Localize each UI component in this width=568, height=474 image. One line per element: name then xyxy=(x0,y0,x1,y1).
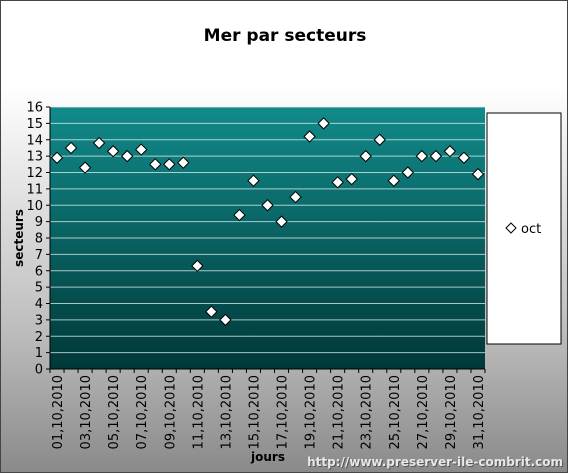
y-tick-label: 6 xyxy=(35,264,43,279)
data-point xyxy=(289,190,302,204)
y-tick-label: 16 xyxy=(26,101,43,116)
x-tick-label: 23,10,2010 xyxy=(360,375,375,449)
data-point xyxy=(443,145,457,158)
x-axis-label: jours xyxy=(250,450,285,464)
data-point xyxy=(219,313,232,327)
x-tick-label: 25,10,2010 xyxy=(388,375,403,449)
data-point xyxy=(457,151,471,164)
y-tick-label: 1 xyxy=(35,346,43,361)
data-points xyxy=(50,117,485,327)
data-point xyxy=(120,149,134,163)
data-point xyxy=(247,174,260,187)
data-point xyxy=(275,215,288,228)
legend-label: oct xyxy=(521,222,541,237)
y-tick-label: 13 xyxy=(26,150,43,165)
data-point xyxy=(78,161,92,174)
data-point xyxy=(345,172,358,186)
y-tick-label: 10 xyxy=(26,199,43,214)
y-tick-label: 11 xyxy=(26,182,43,197)
data-point xyxy=(233,208,246,222)
y-tick-label: 2 xyxy=(35,330,43,345)
data-point xyxy=(135,143,148,156)
data-point xyxy=(177,156,190,169)
footer-url: http://www.preserver-ile-combrit.com xyxy=(307,455,563,469)
x-tick-label: 31,10,2010 xyxy=(472,375,487,449)
x-tick-label: 11,10,2010 xyxy=(191,375,206,449)
data-point xyxy=(359,149,372,163)
data-point xyxy=(163,158,176,171)
chart-title: Mer par secteurs xyxy=(204,26,367,46)
y-tick-label: 0 xyxy=(35,363,43,378)
y-tick-label: 8 xyxy=(35,232,43,247)
legend-marker-icon xyxy=(505,222,517,234)
x-tick-label: 01,10,2010 xyxy=(51,375,66,449)
x-tick-label: 13,10,2010 xyxy=(219,375,234,449)
x-tick-label: 15,10,2010 xyxy=(247,375,262,449)
x-tick-label: 27,10,2010 xyxy=(416,375,431,449)
y-axis-label: secteurs xyxy=(12,209,26,267)
x-tick-label: 05,10,2010 xyxy=(107,375,122,449)
data-point xyxy=(429,149,443,163)
data-point xyxy=(205,305,218,318)
legend-box xyxy=(486,112,562,345)
data-point xyxy=(106,145,120,158)
data-point xyxy=(415,149,429,163)
x-tick-label: 29,10,2010 xyxy=(444,375,459,449)
data-point xyxy=(261,199,274,212)
x-tick-label: 17,10,2010 xyxy=(276,375,291,449)
data-point xyxy=(317,117,330,130)
data-point xyxy=(471,167,485,181)
legend: oct xyxy=(486,112,562,345)
y-tick-label: 5 xyxy=(35,281,43,296)
data-point xyxy=(149,158,162,171)
x-tick-label: 07,10,2010 xyxy=(135,375,150,449)
y-tick-label: 3 xyxy=(35,313,43,328)
x-tick-label: 03,10,2010 xyxy=(79,375,94,449)
data-point xyxy=(64,141,78,155)
x-tick-label: 09,10,2010 xyxy=(163,375,178,449)
data-point xyxy=(387,174,400,187)
data-point xyxy=(92,136,106,150)
x-tick-label: 19,10,2010 xyxy=(304,375,319,449)
data-point xyxy=(331,176,344,189)
y-tick-label: 9 xyxy=(35,215,43,230)
data-point xyxy=(191,259,204,273)
y-tick-label: 12 xyxy=(26,166,43,181)
x-tick-label: 21,10,2010 xyxy=(332,375,347,449)
y-tick-label: 15 xyxy=(26,117,43,132)
data-point xyxy=(303,130,316,143)
y-tick-label: 4 xyxy=(35,297,43,312)
x-axis-ticks: 01,10,2010 03,10,2010 05,10,2010 07,10,2010… xyxy=(49,369,487,449)
y-tick-label: 14 xyxy=(26,133,43,148)
data-point xyxy=(373,133,386,146)
data-point xyxy=(50,151,64,164)
y-tick-label: 7 xyxy=(35,248,43,263)
data-point xyxy=(401,166,415,179)
